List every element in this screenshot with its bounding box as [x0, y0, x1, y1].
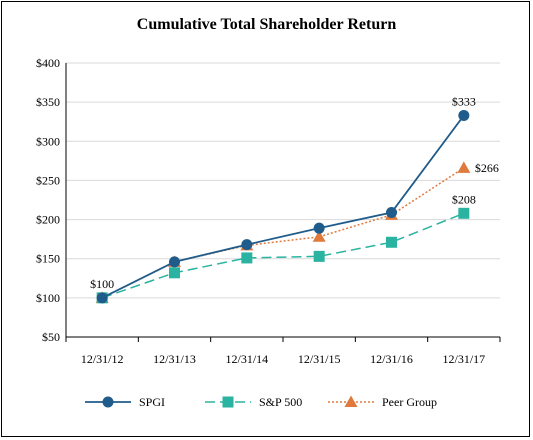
x-tick-label: 12/31/12 — [81, 352, 124, 366]
y-tick-label: $100 — [36, 291, 60, 305]
y-tick-label: $50 — [42, 330, 60, 344]
data-label: $100 — [90, 277, 114, 291]
y-tick-label: $300 — [36, 134, 60, 148]
data-label: $333 — [452, 94, 476, 108]
data-point-s-p-500 — [241, 252, 253, 264]
y-tick-label: $350 — [36, 95, 60, 109]
legend-marker-s-p-500 — [222, 396, 234, 408]
y-tick-label: $400 — [36, 56, 60, 70]
data-point-peer-group — [457, 161, 471, 173]
data-point-s-p-500 — [386, 236, 397, 248]
legend-label-peer-group: Peer Group — [382, 395, 437, 409]
series-layer — [95, 109, 471, 304]
x-tick-label: 12/31/15 — [298, 352, 341, 366]
data-point-spgi — [458, 109, 470, 121]
y-tick-label: $200 — [36, 213, 60, 227]
chart-title: Cumulative Total Shareholder Return — [136, 16, 397, 33]
data-point-s-p-500 — [458, 207, 470, 219]
x-tick-label: 12/31/17 — [442, 352, 485, 366]
data-point-spgi — [386, 207, 397, 219]
grid-layer — [66, 62, 500, 299]
label-layer: $100 $333 $266 $208 — [90, 94, 499, 290]
data-point-s-p-500 — [313, 250, 325, 262]
data-label: $208 — [452, 192, 476, 206]
y-tick-label: $150 — [36, 252, 60, 266]
x-tick-label: 12/31/16 — [370, 352, 413, 366]
series-line-s-p-500 — [101, 212, 465, 299]
x-tick-label: 12/31/14 — [225, 352, 268, 366]
series-line-spgi — [101, 114, 465, 299]
x-tick-label: 12/31/13 — [153, 352, 196, 366]
series-line-peer-group — [101, 167, 465, 299]
data-point-spgi — [169, 256, 180, 268]
data-point-spgi — [313, 222, 325, 234]
data-label: $266 — [475, 161, 499, 175]
legend-label-s-p-500: S&P 500 — [259, 395, 302, 409]
data-point-spgi — [241, 239, 253, 251]
legend: SPGI S&P 500 Peer Group — [85, 395, 437, 409]
data-point-s-p-500 — [169, 267, 180, 279]
axis-layer: $50 $100 $150 $200 $250 $300 $350 $400 12/31/12 1… — [36, 56, 501, 366]
legend-label-spgi: SPGI — [139, 395, 165, 409]
legend-marker-spgi — [102, 396, 114, 408]
legend-marker-peer-group — [344, 395, 358, 407]
data-point-spgi — [96, 292, 108, 304]
data-point-peer-group — [312, 230, 326, 242]
y-tick-label: $250 — [36, 173, 60, 187]
